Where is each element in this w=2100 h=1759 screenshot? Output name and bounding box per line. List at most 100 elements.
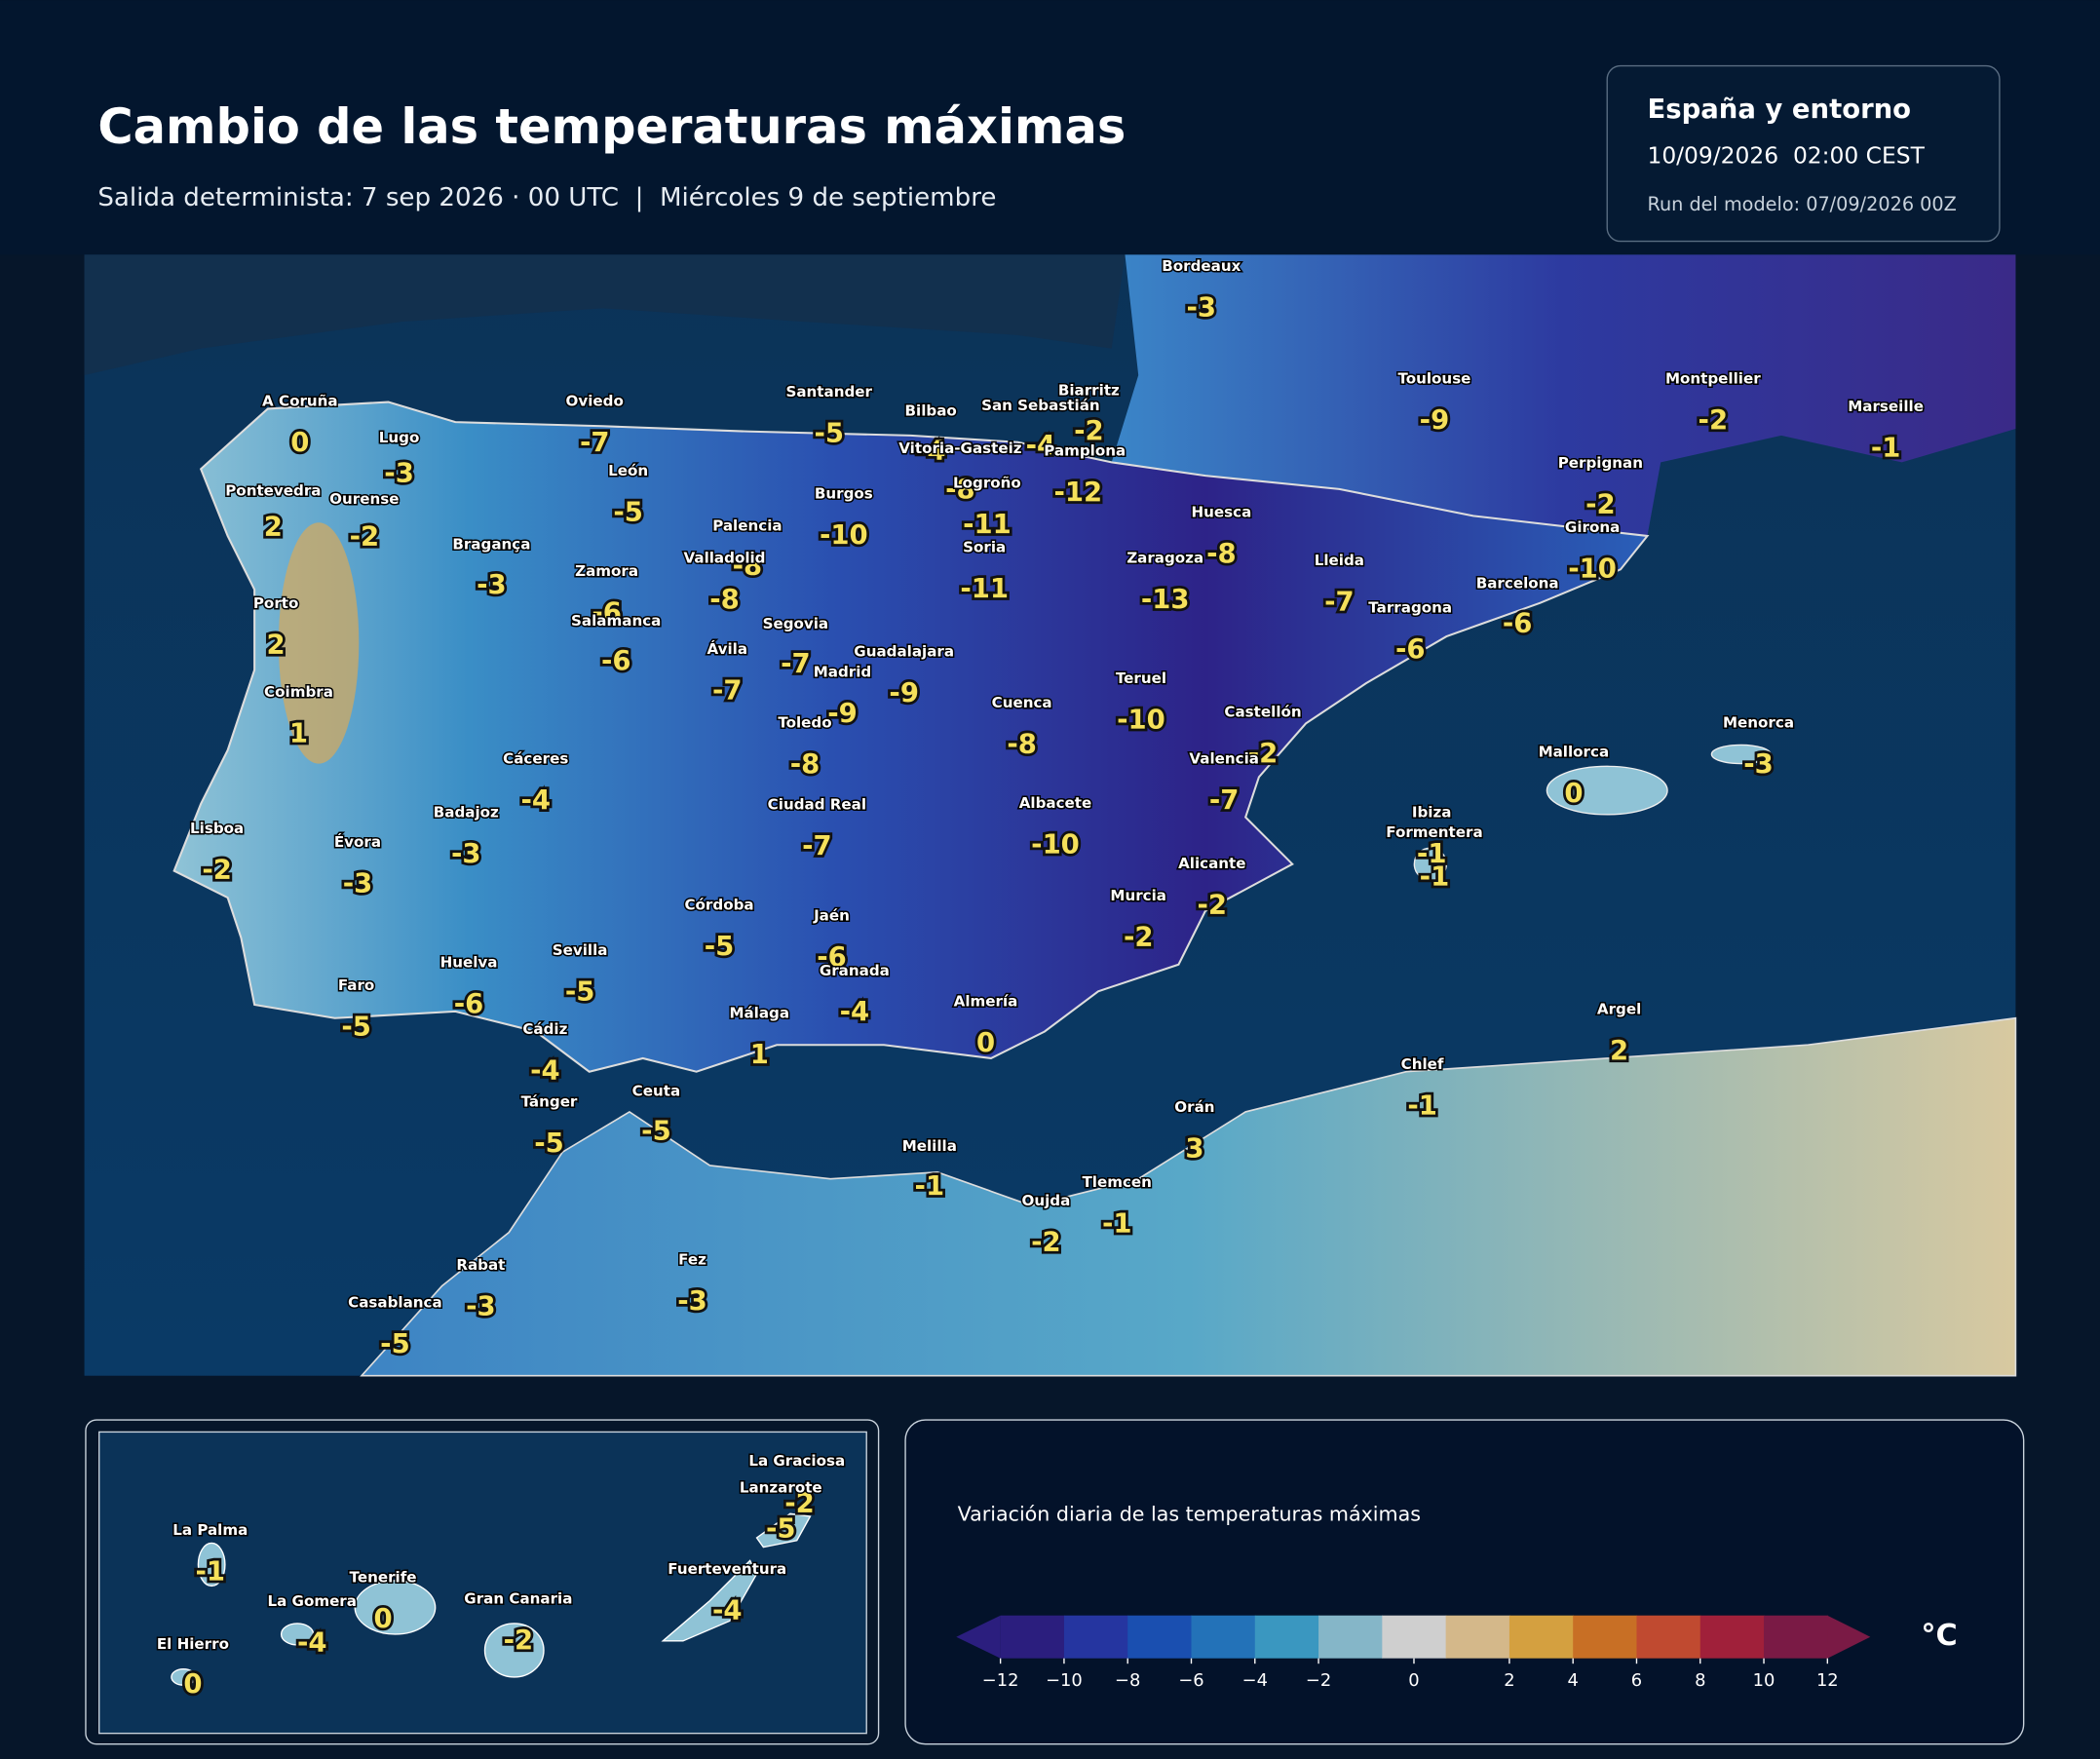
island [171,1667,197,1686]
island-value: -1 [196,1556,226,1587]
region: España y entorno [1647,94,1911,125]
city-name: Bordeaux [1162,257,1241,275]
island-value: -5 [766,1513,796,1545]
island-name: Fuerteventura [668,1560,786,1578]
city-name: Bilbao [905,402,957,419]
city-value: 2 [1610,1035,1628,1066]
legend: Variación diaria de las temperaturas máx… [904,1419,2025,1745]
city-value: 1 [289,717,308,748]
city-value: -8 [1007,728,1037,759]
colorbar-box [1636,1615,1701,1659]
city-name: Ciudad Real [768,795,866,813]
colorbar-box [1000,1615,1065,1659]
colorbar-tick-label: −4 [1242,1670,1268,1691]
valid-time: 10/09/2026 02:00 CEST [1647,142,1925,170]
city-name: Oujda [1021,1192,1070,1209]
colorbar-tick-label: 0 [1408,1670,1419,1691]
run-time: Run del modelo: 07/09/2026 00Z [1647,193,1956,215]
city-value: -6 [601,645,631,676]
city-value: -4 [520,784,551,816]
city-name: Segovia [763,615,829,632]
city-name: Toledo [778,714,831,732]
city-name: Perpignan [1558,454,1643,472]
city-value: -7 [802,830,832,861]
city-value: -4 [916,435,946,466]
city-value: -10 [1568,553,1617,584]
city-name: Argel [1597,1001,1641,1018]
atlantic [84,254,1126,376]
city-name: Tarragona [1368,598,1452,616]
colorbar-tick-label: −10 [1046,1670,1083,1691]
city-value: -1 [1420,860,1450,892]
city-name: Jaén [813,906,850,924]
city-value: 2 [264,512,283,543]
city-name: Burgos [815,484,873,502]
city-name: Ibiza [1412,804,1452,822]
city-name: Chlef [1401,1055,1444,1073]
city-value: -6 [454,988,484,1019]
city-name: Melilla [902,1137,957,1155]
city-value: -3 [477,569,507,600]
city-name: Murcia [1110,887,1166,904]
island-value: -2 [504,1625,534,1656]
city-value: -11 [960,573,1009,604]
city-name: Ceuta [632,1082,681,1099]
city-value: -9 [1420,404,1450,436]
city-name: Huelva [440,954,498,972]
city-name: Cuenca [992,694,1052,711]
city-name: Córdoba [684,896,753,913]
city-name: Zaragoza [1126,549,1203,566]
city-value: -2 [1248,738,1279,769]
city-name: Formentera [1386,823,1482,841]
colorbar-tick-label: −12 [982,1670,1019,1691]
city-name: Madrid [814,663,872,680]
colorbar-box [1445,1615,1510,1659]
city-value: -5 [534,1128,564,1159]
city-name: Almería [954,992,1018,1010]
city-value: -3 [384,458,414,489]
city-name: San Sebastián [981,397,1100,414]
city-name: Orán [1174,1098,1214,1116]
city-value: -2 [202,855,232,886]
city-name: León [608,462,648,479]
city-name: Tánger [521,1092,578,1110]
city-name: Alicante [1178,855,1245,872]
city-name: Sevilla [553,941,608,959]
island-layer: La Graciosa-2Lanzarote-5Fuerteventura-4L… [155,1450,846,1702]
city-value: -5 [341,1011,371,1042]
menorca [1710,744,1772,765]
city-value: -3 [466,1291,496,1322]
city-name: Lugo [379,429,420,446]
city-name: Badajoz [434,804,499,822]
city-value: -10 [1031,828,1080,860]
island-name: Gran Canaria [464,1589,572,1607]
city-name: Málaga [729,1005,789,1022]
city-name: Fez [678,1251,706,1269]
info-box [1606,64,2001,243]
city-name: Tlemcen [1082,1173,1151,1191]
ibiza [1413,847,1447,881]
city-value: -5 [380,1328,410,1359]
city-value: -8 [733,551,763,582]
city-value: -10 [820,519,868,551]
city-value: -7 [712,674,743,706]
mallorca [1546,765,1668,816]
city-name: Barcelona [1476,575,1559,593]
city-value: -5 [565,976,595,1008]
island-value: 0 [374,1603,393,1634]
colorbar-box [1508,1615,1574,1659]
colorbar-box [1191,1615,1256,1659]
island-value: -2 [784,1488,815,1519]
legend-frame [904,1419,2025,1745]
city-value: -6 [592,597,622,629]
city-name: Coimbra [264,683,333,701]
colorbar-tick-label: 2 [1504,1670,1514,1691]
island-value: -4 [297,1627,327,1659]
city-name: Oviedo [566,393,624,410]
colorbar-tick-label: 8 [1695,1670,1705,1691]
city-name: Albacete [1019,794,1092,812]
legend-title: Variación diaria de las temperaturas máx… [958,1503,1421,1526]
city-value: -4 [1026,430,1056,461]
city-value: -1 [1102,1207,1132,1239]
colorbar-tick-label: −6 [1178,1670,1203,1691]
